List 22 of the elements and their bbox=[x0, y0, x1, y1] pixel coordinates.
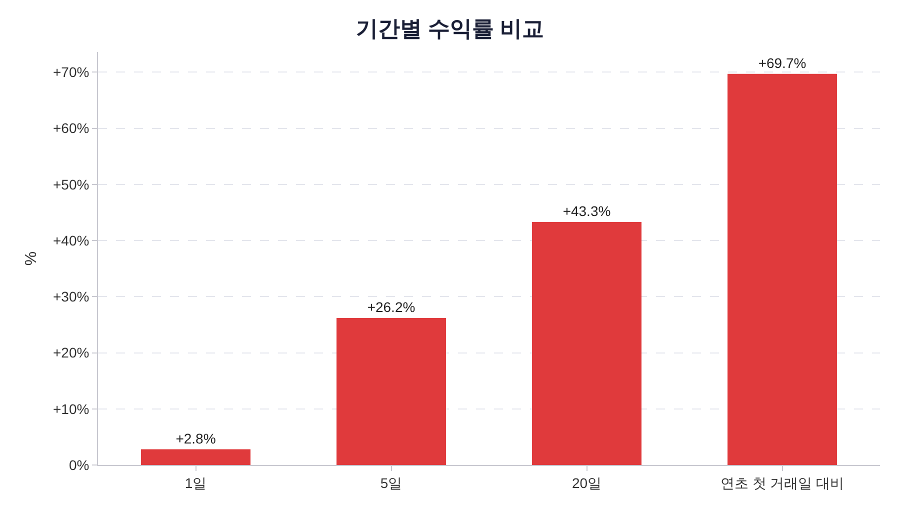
y-tick-label: +40% bbox=[52, 232, 90, 248]
x-tick-label: 연초 첫 거래일 대비 bbox=[720, 474, 844, 491]
x-tick-label: 5일 bbox=[380, 474, 402, 491]
y-tick-label: +60% bbox=[52, 120, 90, 136]
y-tick-label: +10% bbox=[52, 400, 90, 417]
y-tick-label: 0% bbox=[68, 456, 90, 473]
data-label: +69.7% bbox=[758, 54, 806, 71]
y-tick-label: +70% bbox=[52, 64, 90, 80]
y-tick-label: +20% bbox=[52, 344, 90, 361]
x-tick-label: 20일 bbox=[572, 474, 602, 491]
y-axis-title: % bbox=[22, 251, 40, 266]
data-label: +43.3% bbox=[562, 203, 611, 220]
bar bbox=[728, 74, 837, 465]
data-label: +26.2% bbox=[367, 298, 416, 315]
chart-title: 기간별 수익률 비교 bbox=[356, 16, 544, 41]
bar bbox=[141, 449, 250, 465]
data-label: +2.8% bbox=[176, 430, 216, 446]
bar bbox=[532, 222, 642, 465]
x-tick-label: 1일 bbox=[184, 474, 207, 491]
y-tick-label: +30% bbox=[52, 288, 90, 305]
bar bbox=[336, 318, 446, 465]
y-tick-label: +50% bbox=[52, 176, 90, 192]
